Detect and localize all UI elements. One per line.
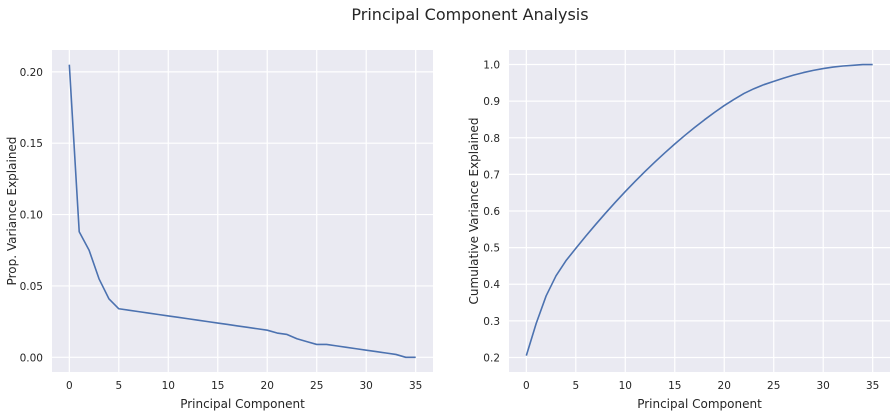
x-axis-label: Principal Component (180, 397, 305, 411)
x-tick-label: 20 (718, 380, 731, 392)
y-tick-label: 0.2 (483, 352, 500, 364)
figure-title: Principal Component Analysis (351, 5, 588, 24)
x-tick-label: 15 (211, 380, 224, 392)
x-tick-label: 0 (66, 380, 73, 392)
x-tick-label: 35 (866, 380, 879, 392)
y-tick-label: 0.7 (483, 169, 500, 181)
plot-area (52, 50, 433, 372)
x-tick-label: 15 (668, 380, 681, 392)
x-tick-label: 0 (523, 380, 530, 392)
y-axis-label: Prop. Variance Explained (5, 137, 19, 286)
x-tick-label: 5 (572, 380, 579, 392)
series-line (525, 63, 873, 356)
x-tick-label: 30 (817, 380, 830, 392)
y-tick-label: 0.6 (483, 206, 500, 218)
x-tick-label: 5 (115, 380, 122, 392)
y-tick-label: 0.9 (483, 96, 500, 108)
x-tick-label: 20 (261, 380, 274, 392)
chart-cumulative-variance: 0 5 10 15 20 25 30 35 0.2 0.3 0.4 0.5 0.6 0.7 0.8 0.9 1.… (467, 50, 890, 411)
chart-proportion-variance: 0 5 10 15 20 25 30 35 0.00 0.05 0.10 0.15 0.20 Princi… (5, 50, 433, 411)
y-tick-label: 0.20 (20, 67, 43, 79)
y-tick-label: 0.4 (483, 279, 500, 291)
y-tick-label: 0.00 (20, 352, 43, 364)
y-tick-label: 0.5 (483, 243, 500, 255)
x-tick-label: 25 (310, 380, 323, 392)
y-tick-label: 0.3 (483, 316, 500, 328)
y-tick-label: 1.0 (483, 60, 500, 72)
x-tick-label: 25 (767, 380, 780, 392)
x-tick-label: 35 (409, 380, 422, 392)
x-tick-label: 10 (162, 380, 175, 392)
series-line (68, 64, 416, 359)
y-axis-label: Cumulative Variance Explained (467, 118, 481, 305)
y-tick-label: 0.05 (20, 281, 43, 293)
y-tick-label: 0.15 (20, 138, 43, 150)
y-tick-label: 0.10 (20, 210, 43, 222)
x-tick-label: 10 (619, 380, 632, 392)
x-axis-label: Principal Component (637, 397, 762, 411)
y-tick-label: 0.8 (483, 133, 500, 145)
x-tick-label: 30 (360, 380, 373, 392)
